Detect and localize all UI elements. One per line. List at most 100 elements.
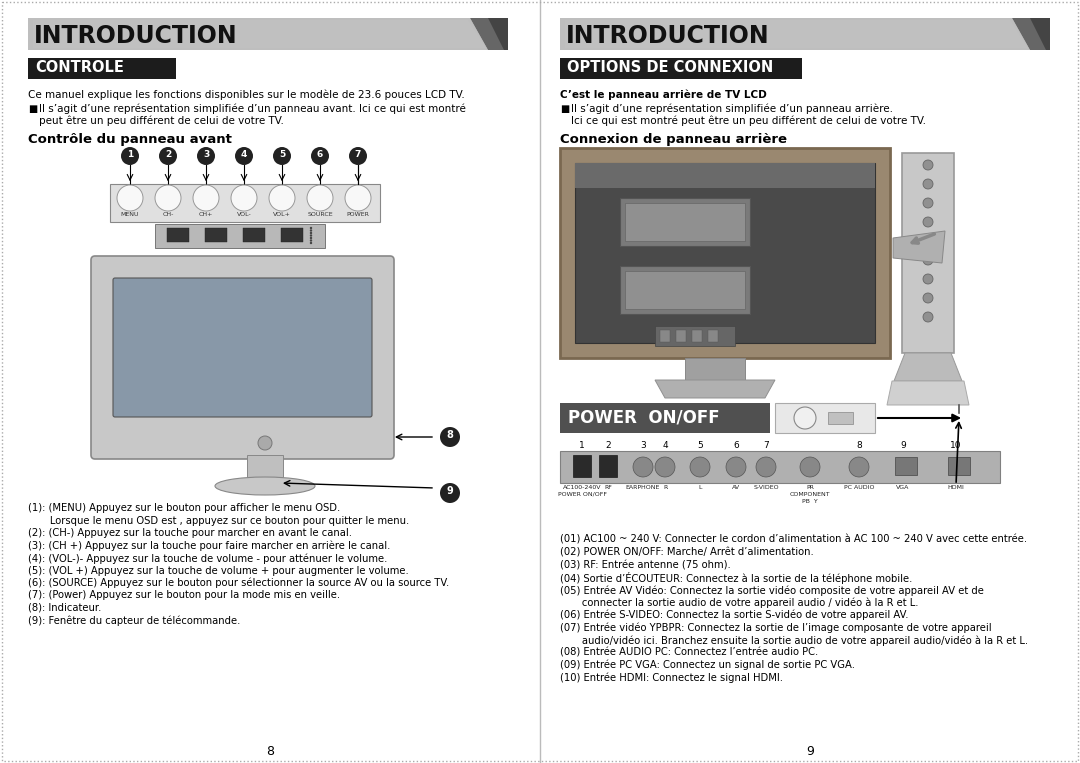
Polygon shape bbox=[561, 18, 1030, 50]
Text: audio/vidéo ici. Branchez ensuite la sortie audio de votre appareil audio/vidéo : audio/vidéo ici. Branchez ensuite la sor… bbox=[561, 635, 1028, 645]
Bar bbox=[692, 330, 702, 342]
Bar bbox=[243, 228, 265, 242]
Circle shape bbox=[800, 457, 820, 477]
FancyBboxPatch shape bbox=[113, 278, 372, 417]
Circle shape bbox=[345, 185, 372, 211]
Polygon shape bbox=[488, 18, 508, 50]
Text: 9: 9 bbox=[900, 441, 906, 450]
Polygon shape bbox=[28, 18, 488, 50]
Bar bbox=[620, 198, 750, 246]
Text: ■: ■ bbox=[561, 104, 569, 114]
Bar bbox=[654, 326, 735, 346]
Bar bbox=[575, 163, 875, 343]
Text: 9: 9 bbox=[806, 745, 814, 758]
Bar bbox=[561, 403, 770, 433]
Circle shape bbox=[310, 234, 312, 237]
Bar bbox=[775, 403, 875, 433]
Circle shape bbox=[310, 242, 312, 244]
Text: Il s’agit d’une représentation simplifiée d’un panneau arrière.: Il s’agit d’une représentation simplifié… bbox=[571, 104, 893, 114]
Text: INTRODUCTION: INTRODUCTION bbox=[33, 24, 238, 48]
Text: (01) AC100 ~ 240 V: Connecter le cordon d’alimentation à AC 100 ~ 240 V avec cet: (01) AC100 ~ 240 V: Connecter le cordon … bbox=[561, 535, 1027, 545]
Text: 1: 1 bbox=[126, 150, 133, 159]
Text: Ici ce qui est montré peut être un peu différent de celui de votre TV.: Ici ce qui est montré peut être un peu d… bbox=[571, 115, 926, 125]
Circle shape bbox=[307, 185, 333, 211]
Text: (7): (Power) Appuyez sur le bouton pour la mode mis en veille.: (7): (Power) Appuyez sur le bouton pour … bbox=[28, 591, 340, 600]
Text: POWER: POWER bbox=[347, 212, 369, 217]
Bar bbox=[247, 455, 283, 477]
Bar bbox=[156, 224, 325, 248]
FancyBboxPatch shape bbox=[91, 256, 394, 459]
Text: VOL-: VOL- bbox=[237, 212, 252, 217]
Text: PB  Y: PB Y bbox=[802, 499, 818, 504]
Text: POWER ON/OFF: POWER ON/OFF bbox=[557, 492, 607, 497]
Bar bbox=[895, 457, 917, 475]
Text: CONTROLE: CONTROLE bbox=[35, 60, 124, 75]
Text: 9: 9 bbox=[447, 486, 454, 496]
Text: (6): (SOURCE) Appuyez sur le bouton pour sélectionner la source AV ou la source : (6): (SOURCE) Appuyez sur le bouton pour… bbox=[28, 578, 449, 588]
Circle shape bbox=[923, 312, 933, 322]
Bar bbox=[620, 266, 750, 314]
Polygon shape bbox=[654, 380, 775, 398]
Bar bbox=[660, 330, 670, 342]
Circle shape bbox=[231, 185, 257, 211]
Text: 4: 4 bbox=[662, 441, 667, 450]
Circle shape bbox=[156, 185, 181, 211]
Text: 5: 5 bbox=[697, 441, 703, 450]
Circle shape bbox=[349, 147, 367, 165]
Text: (05) Entrée AV Vidéo: Connectez la sortie vidéo composite de votre appareil AV e: (05) Entrée AV Vidéo: Connectez la sorti… bbox=[561, 585, 984, 595]
Bar bbox=[573, 455, 591, 477]
Bar bbox=[828, 412, 853, 424]
Circle shape bbox=[690, 457, 710, 477]
Text: COMPONENT: COMPONENT bbox=[789, 492, 831, 497]
Bar bbox=[561, 58, 802, 79]
Text: POWER  ON/OFF: POWER ON/OFF bbox=[568, 408, 719, 426]
Text: (07) Entrée vidéo YPBPR: Connectez la sortie de l’image composante de votre appa: (07) Entrée vidéo YPBPR: Connectez la so… bbox=[561, 623, 991, 633]
Text: Lorsque le menu OSD est , appuyez sur ce bouton pour quitter le menu.: Lorsque le menu OSD est , appuyez sur ce… bbox=[28, 516, 409, 526]
Circle shape bbox=[923, 179, 933, 189]
Text: 1: 1 bbox=[579, 441, 585, 450]
Text: AC100-240V: AC100-240V bbox=[563, 485, 602, 490]
Text: S-VIDEO: S-VIDEO bbox=[753, 485, 779, 490]
Polygon shape bbox=[1030, 18, 1050, 50]
Circle shape bbox=[310, 227, 312, 229]
Text: Connexion de panneau arrière: Connexion de panneau arrière bbox=[561, 133, 787, 146]
Text: L: L bbox=[699, 485, 702, 490]
Text: 3: 3 bbox=[203, 150, 210, 159]
Polygon shape bbox=[470, 18, 508, 50]
Circle shape bbox=[923, 217, 933, 227]
Text: VOL+: VOL+ bbox=[273, 212, 291, 217]
Circle shape bbox=[633, 457, 653, 477]
Text: EARPHONE: EARPHONE bbox=[625, 485, 660, 490]
Ellipse shape bbox=[215, 477, 315, 495]
Bar bbox=[685, 358, 745, 380]
Polygon shape bbox=[893, 231, 945, 263]
Text: (02) POWER ON/OFF: Marche/ Arrêt d’alimentation.: (02) POWER ON/OFF: Marche/ Arrêt d’alime… bbox=[561, 548, 813, 558]
Text: 10: 10 bbox=[950, 441, 962, 450]
Bar bbox=[948, 457, 970, 475]
Text: Ce manuel explique les fonctions disponibles sur le modèle de 23.6 pouces LCD TV: Ce manuel explique les fonctions disponi… bbox=[28, 90, 464, 101]
Circle shape bbox=[923, 160, 933, 170]
Text: 8: 8 bbox=[266, 745, 274, 758]
Text: C’est le panneau arrière de TV LCD: C’est le panneau arrière de TV LCD bbox=[561, 90, 767, 101]
Bar bbox=[561, 451, 1000, 483]
Text: Contrôle du panneau avant: Contrôle du panneau avant bbox=[28, 133, 232, 146]
Circle shape bbox=[654, 457, 675, 477]
Circle shape bbox=[849, 457, 869, 477]
Text: (06) Entrée S-VIDEO: Connectez la sortie S-vidéo de votre appareil AV.: (06) Entrée S-VIDEO: Connectez la sortie… bbox=[561, 610, 908, 620]
Circle shape bbox=[794, 407, 816, 429]
Bar bbox=[561, 148, 890, 358]
Text: (2): (CH-) Appuyez sur la touche pour marcher en avant le canal.: (2): (CH-) Appuyez sur la touche pour ma… bbox=[28, 528, 352, 538]
Text: (5): (VOL +) Appuyez sur la touche de volume + pour augmenter le volume.: (5): (VOL +) Appuyez sur la touche de vo… bbox=[28, 565, 408, 575]
Text: (9): Fenêtre du capteur de télécommande.: (9): Fenêtre du capteur de télécommande. bbox=[28, 616, 241, 626]
Text: peut être un peu différent de celui de votre TV.: peut être un peu différent de celui de v… bbox=[39, 115, 284, 125]
Bar bbox=[281, 228, 303, 242]
Text: Il s’agit d’une représentation simplifiée d’un panneau avant. Ici ce qui est mon: Il s’agit d’une représentation simplifié… bbox=[39, 104, 465, 114]
Text: 7: 7 bbox=[764, 441, 769, 450]
Text: 2: 2 bbox=[165, 150, 171, 159]
Text: VGA: VGA bbox=[896, 485, 909, 490]
Circle shape bbox=[923, 236, 933, 246]
Circle shape bbox=[440, 483, 460, 503]
Circle shape bbox=[159, 147, 177, 165]
Text: (09) Entrée PC VGA: Connectez un signal de sortie PC VGA.: (09) Entrée PC VGA: Connectez un signal … bbox=[561, 660, 855, 671]
Circle shape bbox=[311, 147, 329, 165]
